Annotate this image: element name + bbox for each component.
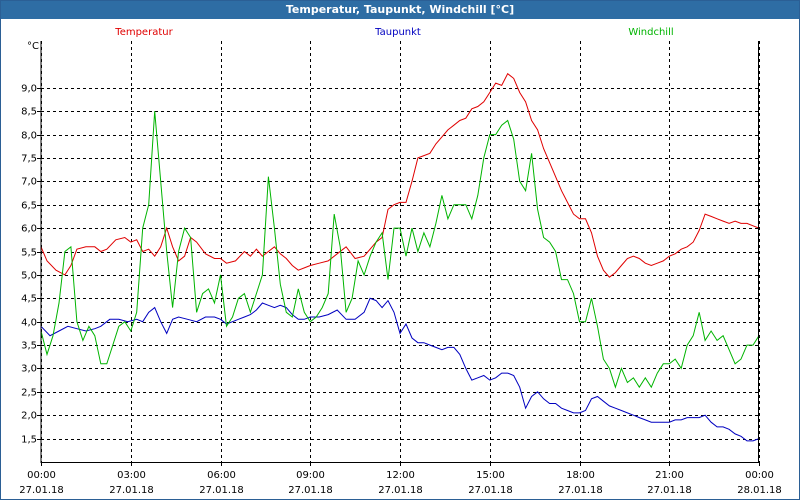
x-tick-time: 09:00 bbox=[296, 470, 325, 481]
y-tick-label: 4,5 bbox=[21, 294, 37, 305]
series-line-windchill bbox=[40, 111, 760, 389]
x-tick-time: 21:00 bbox=[655, 470, 684, 481]
y-tick-label: 5,0 bbox=[21, 271, 37, 282]
series-lines bbox=[40, 72, 760, 442]
x-tick-date: 27.01.18 bbox=[19, 485, 64, 496]
x-tick-time: 18:00 bbox=[566, 470, 595, 481]
y-tick-label: 3,0 bbox=[21, 364, 37, 375]
legend-temperatur: Temperatur bbox=[114, 27, 173, 38]
x-tick-time: 12:00 bbox=[386, 470, 415, 481]
x-tick-date: 27.01.18 bbox=[558, 485, 603, 496]
y-tick-label: 5,5 bbox=[21, 248, 37, 259]
y-axis-labels: 1,5 2,0 2,5 3,0 3,5 4,0 4,5 5,0 5,5 6,0 6,5 7,0 7,5 8… bbox=[21, 84, 37, 446]
x-tick-date: 27.01.18 bbox=[199, 485, 244, 496]
y-tick-label: 3,5 bbox=[21, 341, 37, 352]
series-line-taupunkt bbox=[40, 297, 760, 442]
x-tick-date: 27.01.18 bbox=[468, 485, 513, 496]
y-tick-label: 7,0 bbox=[21, 177, 37, 188]
x-tick-date: 27.01.18 bbox=[288, 485, 333, 496]
x-tick-time: 06:00 bbox=[207, 470, 236, 481]
series-line-temperatur bbox=[40, 72, 760, 278]
y-tick-label: 6,0 bbox=[21, 224, 37, 235]
x-tick-time: 15:00 bbox=[476, 470, 505, 481]
legend: Temperatur Taupunkt Windchill bbox=[114, 27, 673, 38]
x-tick-date: 27.01.18 bbox=[109, 485, 154, 496]
legend-taupunkt: Taupunkt bbox=[374, 27, 421, 38]
y-tick-label: 8,0 bbox=[21, 131, 37, 142]
x-tick-time: 03:00 bbox=[117, 470, 146, 481]
y-tick-label: 1,5 bbox=[21, 435, 37, 446]
x-tick-time: 00:00 bbox=[745, 470, 774, 481]
window-title: Temperatur, Taupunkt, Windchill [°C] bbox=[1, 1, 799, 19]
y-tick-label: 6,5 bbox=[21, 201, 37, 212]
x-tick-date: 27.01.18 bbox=[378, 485, 423, 496]
y-tick-label: 2,5 bbox=[21, 388, 37, 399]
y-tick-label: 7,5 bbox=[21, 154, 37, 165]
x-tick-date: 28.01.18 bbox=[737, 485, 782, 496]
x-tick-date: 27.01.18 bbox=[647, 485, 692, 496]
x-tick-time: 00:00 bbox=[27, 470, 56, 481]
y-tick-label: 9,0 bbox=[21, 84, 37, 95]
y-tick-label: 2,0 bbox=[21, 411, 37, 422]
legend-windchill: Windchill bbox=[628, 27, 673, 38]
y-tick-label: 8,5 bbox=[21, 107, 37, 118]
y-tick-label: 4,0 bbox=[21, 318, 37, 329]
y-axis-unit: °C bbox=[27, 41, 39, 52]
x-axis-labels: 00:00 27.01.18 03:00 27.01.18 06:00 27.01.18 0… bbox=[19, 470, 782, 496]
